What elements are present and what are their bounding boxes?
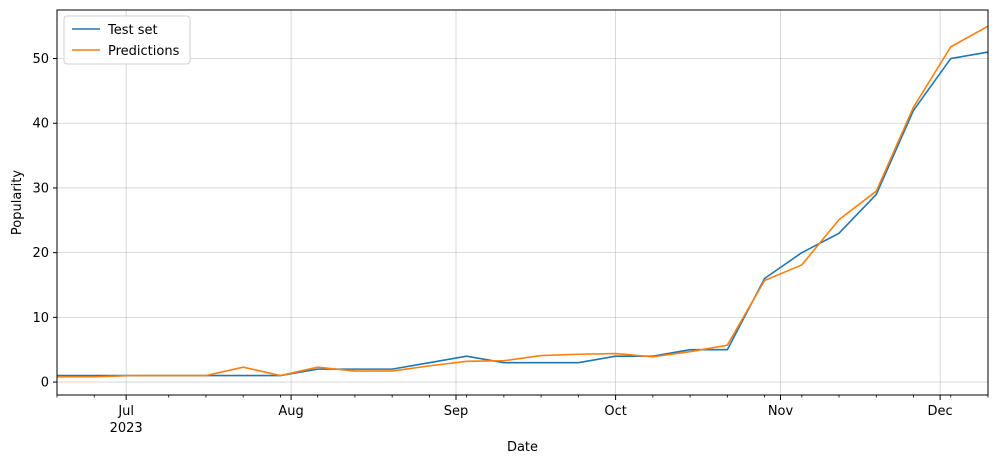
y-axis-label: Popularity [10, 170, 25, 235]
x-tick-label: Aug [278, 404, 303, 419]
grid-lines [57, 10, 988, 395]
y-tick-label: 20 [32, 246, 49, 261]
y-axis: 0 10 20 30 40 50 [32, 52, 57, 391]
legend-label: Predictions [108, 44, 180, 59]
x-tick-label: Oct [604, 404, 626, 419]
y-tick-label: 50 [32, 52, 49, 67]
plot-frame [56, 9, 989, 396]
x-axis: Jul 2023 Aug Sep Oct Nov Dec [56, 395, 989, 436]
legend: Test set Predictions [63, 15, 191, 65]
x-axis-label: Date [507, 440, 538, 455]
x-tick-label: Nov [768, 404, 794, 419]
y-tick-label: 40 [32, 117, 49, 132]
x-tick-label: Jul [117, 404, 134, 419]
series-line-predictions [57, 25, 989, 378]
y-tick-label: 30 [32, 181, 49, 196]
legend-label: Test set [107, 23, 158, 38]
x-tick-label: Dec [928, 404, 953, 419]
legend-box [63, 15, 191, 65]
x-tick-sublabel: 2023 [110, 421, 143, 436]
y-tick-label: 10 [32, 311, 49, 326]
y-tick-label: 0 [41, 376, 49, 391]
series-line-test-set [57, 51, 989, 377]
series-lines [57, 25, 989, 378]
x-tick-label: Sep [444, 404, 469, 419]
